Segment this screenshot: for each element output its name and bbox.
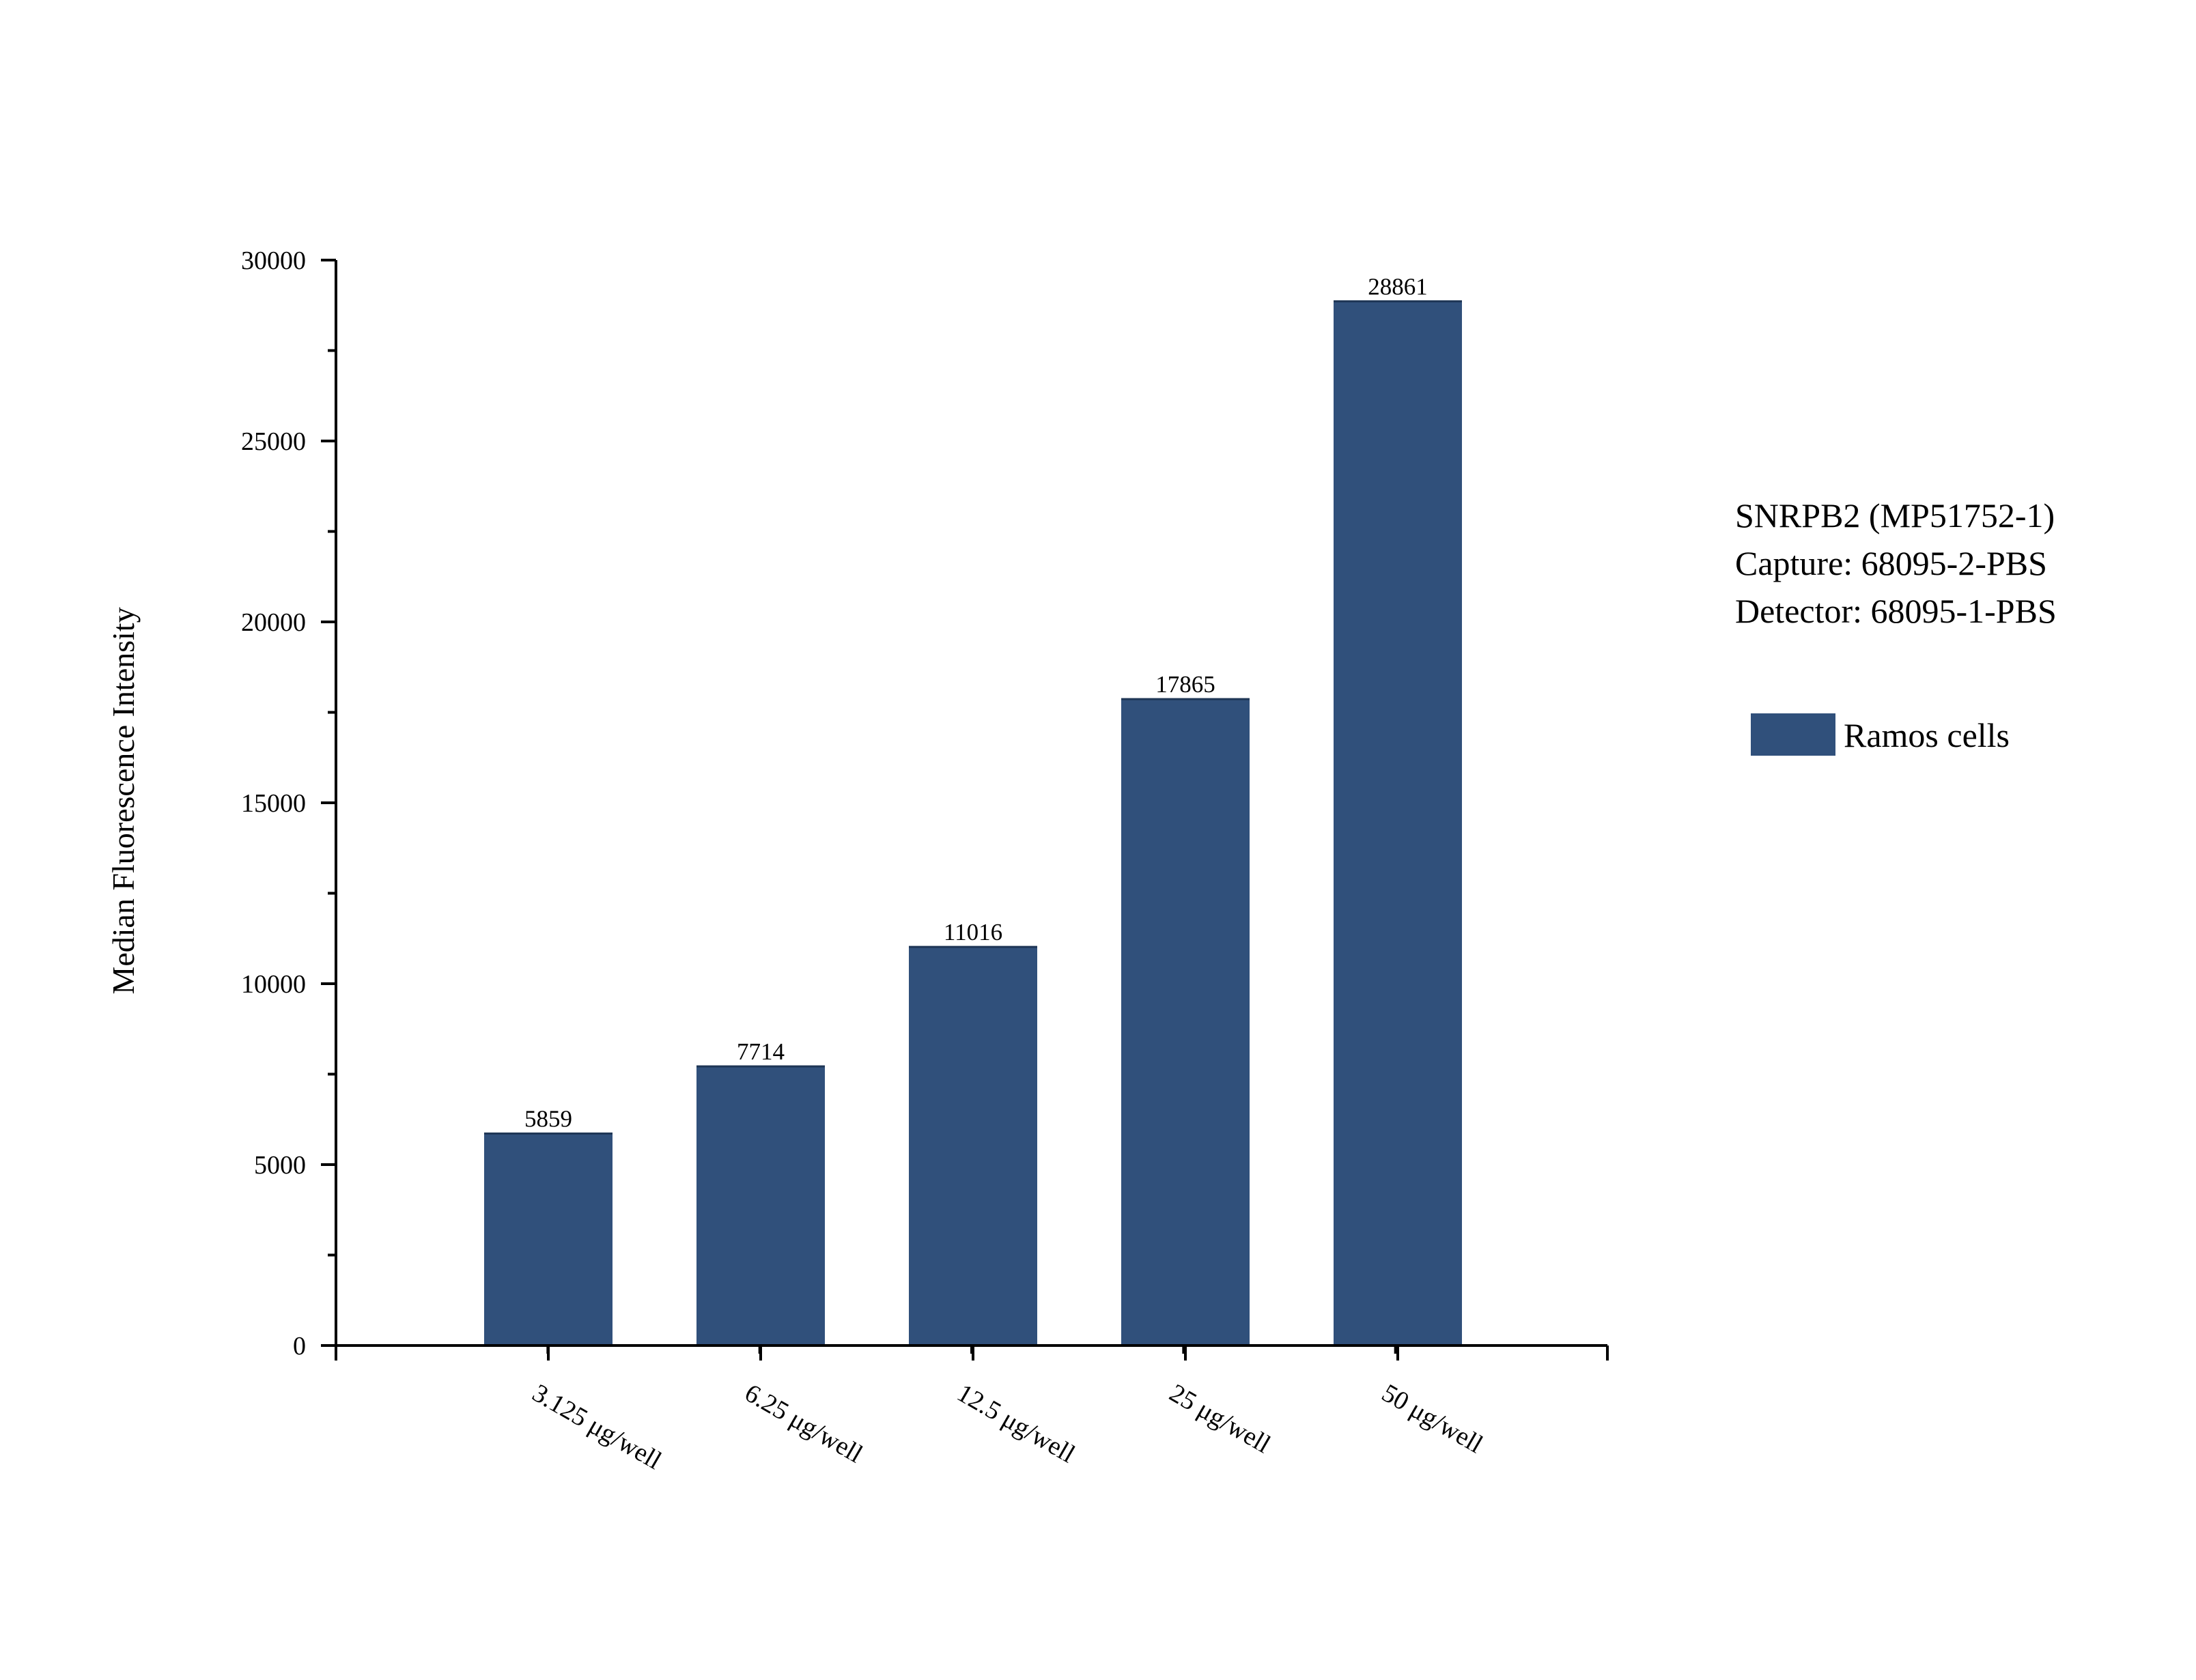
y-tick-label: 15000 [241,789,306,818]
bar [1334,301,1462,1346]
annotation-block: SNRPB2 (MP51752-1) Capture: 68095-2-PBS … [1735,496,2057,630]
bar [484,1133,613,1346]
bar-value-label: 5859 [524,1105,572,1132]
y-tick-label: 0 [293,1332,306,1361]
y-tick-label: 25000 [241,427,306,456]
annotation-line-1: SNRPB2 (MP51752-1) [1735,496,2055,535]
bar [696,1066,825,1346]
legend-label: Ramos cells [1844,716,2010,754]
data-labels: 5859 7714 11016 17865 28861 [524,273,1428,1132]
y-tick-label: 10000 [241,970,306,999]
y-axis-title: Median Fluorescence Intensity [106,607,141,994]
annotation-line-3: Detector: 68095-1-PBS [1735,592,2057,630]
bar-value-label: 11016 [944,919,1002,945]
bars [484,300,1462,1346]
y-axis-ticks: 0 5000 10000 15000 20000 25000 30000 [241,246,336,1361]
bar-value-label: 28861 [1368,273,1428,300]
legend-swatch [1751,713,1835,756]
bar-value-label: 17865 [1155,671,1215,698]
y-tick-label: 20000 [241,608,306,637]
bar [909,947,1037,1346]
y-tick-label: 30000 [241,246,306,275]
legend: Ramos cells [1751,713,2010,756]
x-axis-ticks [335,1346,1609,1361]
bar-value-label: 7714 [737,1038,785,1065]
y-tick-label: 5000 [254,1151,306,1180]
annotation-line-2: Capture: 68095-2-PBS [1735,544,2047,582]
bar [1121,699,1250,1346]
